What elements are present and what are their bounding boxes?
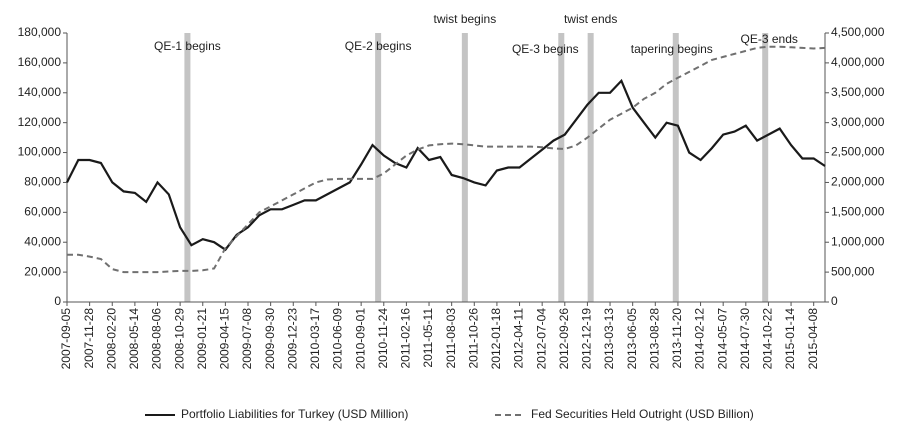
y-tick-label: 120,000 — [18, 115, 62, 129]
y2-tick-label: 2,000,000 — [831, 175, 885, 189]
y-tick-label: 80,000 — [24, 175, 61, 189]
y2-tick-label: 2,500,000 — [831, 145, 885, 159]
y-tick-label: 20,000 — [24, 264, 61, 278]
event-label: QE-3 ends — [741, 32, 798, 46]
series-line — [67, 45, 826, 274]
x-tick-label: 2007-09-05 — [59, 308, 73, 370]
x-tick-label: 2013-06-05 — [625, 308, 639, 370]
x-tick-label: 2012-09-26 — [557, 308, 571, 370]
legend-label: Portfolio Liabilities for Turkey (USD Mi… — [181, 407, 408, 421]
x-tick-label: 2012-12-19 — [580, 308, 594, 370]
x-tick-label: 2011-10-26 — [466, 308, 480, 369]
y2-tick-label: 1,000,000 — [831, 234, 885, 248]
x-tick-label: 2011-08-03 — [444, 308, 458, 369]
x-tick-label: 2011-05-11 — [421, 308, 435, 368]
event-label: twist ends — [564, 12, 617, 26]
y2-tick-label: 3,500,000 — [831, 85, 885, 99]
x-tick-label: 2010-06-09 — [331, 308, 345, 370]
legend-label: Fed Securities Held Outright (USD Billio… — [531, 407, 754, 421]
y2-tick-label: 3,000,000 — [831, 115, 885, 129]
x-tick-label: 2012-04-11 — [512, 308, 526, 369]
x-tick-label: 2012-01-18 — [489, 308, 503, 370]
x-tick-label: 2009-12-23 — [285, 308, 299, 370]
x-tick-label: 2008-10-29 — [172, 308, 186, 370]
y-tick-label: 180,000 — [18, 25, 62, 39]
y2-tick-label: 500,000 — [831, 264, 875, 278]
y2-tick-label: 4,000,000 — [831, 55, 885, 69]
x-tick-label: 2008-02-20 — [104, 308, 118, 370]
y-tick-label: 40,000 — [24, 234, 61, 248]
x-tick-label: 2009-04-15 — [218, 308, 232, 370]
y2-tick-label: 4,500,000 — [831, 25, 885, 39]
event-bar — [672, 33, 679, 302]
event-label: twist begins — [434, 12, 497, 26]
event-label: QE-2 begins — [345, 39, 412, 53]
x-tick-label: 2009-09-30 — [263, 308, 277, 370]
x-tick-label: 2012-07-04 — [534, 308, 548, 370]
x-tick-label: 2014-10-22 — [761, 308, 775, 370]
x-tick-label: 2010-11-24 — [376, 308, 390, 369]
x-tick-label: 2014-07-30 — [738, 308, 752, 370]
x-tick-label: 2013-08-28 — [647, 308, 661, 370]
y-tick-label: 60,000 — [24, 205, 61, 219]
event-bar — [587, 33, 594, 302]
event-label: tapering begins — [631, 42, 713, 56]
x-tick-label: 2015-04-08 — [806, 308, 820, 370]
series-line — [66, 78, 826, 252]
x-tick-label: 2008-08-06 — [150, 308, 164, 370]
event-label: QE-1 begins — [154, 39, 221, 53]
event-bar — [184, 33, 191, 302]
x-tick-label: 2010-03-17 — [308, 308, 322, 370]
event-bar — [375, 33, 382, 302]
x-tick-label: 2008-05-14 — [127, 308, 141, 370]
x-tick-label: 2014-05-07 — [715, 308, 729, 370]
x-tick-label: 2013-11-20 — [670, 308, 684, 369]
event-bar — [461, 33, 468, 302]
x-tick-label: 2009-01-21 — [195, 308, 209, 370]
x-tick-label: 2014-02-12 — [693, 308, 707, 370]
y2-tick-label: 1,500,000 — [831, 205, 885, 219]
y-tick-label: 160,000 — [18, 55, 62, 69]
y-tick-label: 140,000 — [18, 85, 62, 99]
event-bar — [762, 33, 769, 302]
x-tick-label: 2007-11-28 — [82, 308, 96, 369]
event-label: QE-3 begins — [512, 42, 579, 56]
x-tick-label: 2009-07-08 — [240, 308, 254, 370]
y-tick-label: 100,000 — [18, 145, 62, 159]
event-bar — [558, 33, 565, 302]
x-tick-label: 2013-03-13 — [602, 308, 616, 370]
y2-tick-label: 0 — [831, 294, 838, 308]
x-tick-label: 2011-02-16 — [399, 308, 413, 369]
x-tick-label: 2015-01-14 — [783, 308, 797, 370]
x-tick-label: 2010-09-01 — [353, 308, 367, 370]
y-tick-label: 0 — [54, 294, 61, 308]
